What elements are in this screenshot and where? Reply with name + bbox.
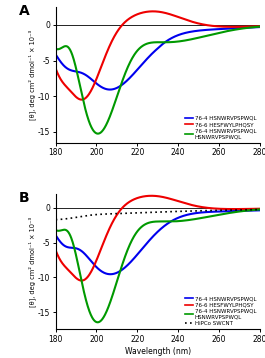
X-axis label: Wavelength (nm): Wavelength (nm) [125, 347, 191, 356]
Y-axis label: [θ], deg cm² dmol⁻¹ × 10⁻³: [θ], deg cm² dmol⁻¹ × 10⁻³ [29, 217, 36, 307]
Legend: 76-4 HSNWRVPSPWQL, 76-6 HESFWYLPHQSY, 76-4 HSNWRVPSPWQL
HSNWRVPSPWQL, HiPCo SWCN: 76-4 HSNWRVPSPWQL, 76-6 HESFWYLPHQSY, 76… [185, 295, 257, 326]
Text: A: A [19, 4, 30, 19]
Y-axis label: [θ], deg cm² dmol⁻¹ × 10⁻³: [θ], deg cm² dmol⁻¹ × 10⁻³ [29, 30, 36, 120]
Legend: 76-4 HSNWRVPSPWQL, 76-6 HESFWYLPHQSY, 76-4 HSNWRVPSPWQL
HSNWRVPSPWQL: 76-4 HSNWRVPSPWQL, 76-6 HESFWYLPHQSY, 76… [185, 115, 257, 140]
Text: B: B [19, 191, 29, 205]
